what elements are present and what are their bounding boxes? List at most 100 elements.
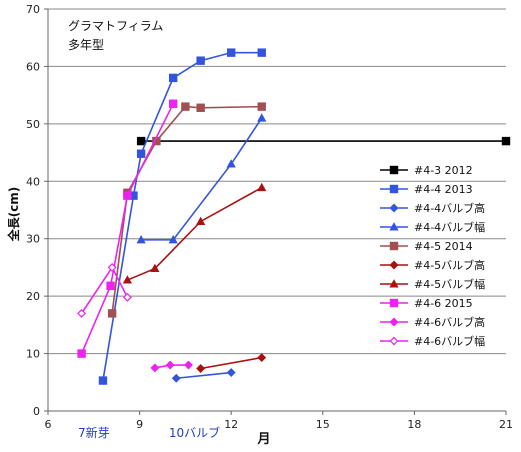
y-axis-label: 全長(cm) bbox=[6, 187, 21, 243]
legend: #4-3 2012 #4-4 2013 #4-4バルブ高 #4-4バルブ幅 #4-5 2… bbox=[380, 164, 485, 348]
series-7-point bbox=[150, 263, 160, 273]
x-tick-label: 12 bbox=[224, 418, 238, 431]
legend-item: #4-3 2012 bbox=[380, 164, 473, 177]
series-10-point bbox=[77, 308, 87, 318]
legend-label: #4-6バルブ幅 bbox=[414, 334, 485, 348]
x-tick-label: 18 bbox=[407, 418, 421, 431]
series-2-point bbox=[257, 48, 266, 57]
legend-item: #4-4バルブ幅 bbox=[380, 220, 485, 234]
tick-labels: 0 10 20 30 40 50 60 70 6 9 12 15 18 21 bbox=[26, 3, 513, 431]
legend-item: #4-6バルブ幅 bbox=[380, 334, 485, 348]
y-tick-label: 30 bbox=[26, 233, 40, 246]
chart-title-line-1: グラマトフィラム bbox=[68, 19, 163, 33]
x-tick-label: 21 bbox=[499, 418, 513, 431]
series-9 bbox=[150, 360, 193, 373]
y-tick-label: 10 bbox=[26, 348, 40, 361]
series-2-point bbox=[196, 56, 205, 65]
series-6-line bbox=[200, 356, 262, 370]
legend-swatch-marker bbox=[389, 184, 399, 194]
series-5-point bbox=[257, 102, 266, 111]
x-tick-label: 15 bbox=[316, 418, 330, 431]
series-2-point bbox=[168, 73, 178, 83]
series-5-line bbox=[111, 105, 262, 314]
x-axis-label: 月 bbox=[256, 432, 270, 447]
legend-label: #4-3 2012 bbox=[414, 164, 473, 177]
series-8-line bbox=[80, 103, 174, 354]
legend-swatch-marker bbox=[389, 317, 399, 327]
legend-item: #4-4 2013 bbox=[380, 183, 473, 196]
legend-label: #4-5バルブ高 bbox=[414, 258, 485, 272]
plot-area bbox=[77, 48, 511, 385]
series-10-point bbox=[122, 292, 132, 302]
series-6 bbox=[196, 353, 267, 373]
legend-item: #4-5 2014 bbox=[380, 240, 473, 253]
series-3-point bbox=[226, 368, 236, 377]
series-1 bbox=[136, 136, 511, 146]
y-tick-label: 60 bbox=[26, 60, 40, 73]
legend-label: #4-5バルブ幅 bbox=[414, 277, 485, 291]
legend-label: #4-5 2014 bbox=[414, 240, 473, 253]
legend-label: #4-4バルブ幅 bbox=[414, 220, 485, 234]
series-6-point bbox=[196, 364, 206, 373]
legend-item: #4-5バルブ高 bbox=[380, 258, 485, 272]
legend-label: #4-4バルブ高 bbox=[414, 201, 485, 215]
legend-swatch-marker bbox=[389, 298, 399, 308]
series-9-point bbox=[165, 360, 175, 370]
legend-swatch-marker bbox=[389, 222, 399, 231]
series-7-point bbox=[257, 182, 267, 192]
legend-swatch-marker bbox=[389, 203, 399, 213]
x-tick-label: 6 bbox=[45, 418, 52, 431]
annotation-new-shoot: 7新芽 bbox=[78, 425, 110, 440]
series-7 bbox=[122, 182, 267, 284]
y-tick-label: 20 bbox=[26, 290, 40, 303]
series-5-point bbox=[107, 309, 117, 318]
legend-swatch-marker bbox=[389, 336, 399, 346]
y-tick-label: 40 bbox=[26, 175, 40, 188]
series-4-point bbox=[226, 159, 236, 168]
series-1-point bbox=[501, 136, 511, 146]
series-3 bbox=[171, 368, 236, 383]
series-2-point bbox=[136, 149, 146, 158]
series-2-point bbox=[98, 376, 108, 385]
annotation-bulb: 10バルブ bbox=[169, 425, 220, 440]
series-2 bbox=[98, 48, 266, 385]
series-8-point bbox=[77, 349, 86, 358]
series-7-point bbox=[122, 275, 133, 284]
legend-item: #4-6バルブ高 bbox=[380, 315, 485, 329]
y-tick-label: 50 bbox=[26, 118, 40, 131]
axes bbox=[44, 8, 507, 415]
legend-item: #4-5バルブ幅 bbox=[380, 277, 485, 291]
series-8-point bbox=[123, 191, 132, 200]
series-2-point bbox=[227, 48, 236, 57]
series-3-point bbox=[171, 373, 181, 383]
y-tick-label: 70 bbox=[26, 3, 40, 16]
series-10 bbox=[77, 262, 132, 318]
series-8-point bbox=[168, 99, 178, 108]
x-tick-label: 9 bbox=[136, 418, 143, 431]
series-4-point bbox=[136, 235, 146, 244]
series-1-point bbox=[136, 136, 146, 146]
chart-title-line-2: 多年型 bbox=[68, 38, 104, 52]
legend-label: #4-6バルブ高 bbox=[414, 315, 485, 329]
series-4-line bbox=[141, 117, 263, 241]
series-2-line bbox=[102, 51, 262, 381]
legend-label: #4-6 2015 bbox=[414, 297, 473, 310]
legend-item: #4-6 2015 bbox=[380, 297, 473, 310]
y-tick-label: 0 bbox=[33, 405, 40, 418]
series-5-point bbox=[196, 103, 205, 112]
series-8 bbox=[77, 99, 178, 358]
legend-swatch-marker bbox=[389, 260, 399, 270]
series-4-point bbox=[168, 235, 178, 244]
series-7-point bbox=[196, 216, 206, 225]
series-5 bbox=[107, 102, 266, 318]
series-5-point bbox=[181, 102, 190, 111]
legend-item: #4-4バルブ高 bbox=[380, 201, 485, 215]
legend-label: #4-4 2013 bbox=[414, 183, 473, 196]
series-3-line bbox=[176, 371, 232, 380]
series-8-point bbox=[106, 281, 115, 291]
series-10-point bbox=[107, 262, 117, 272]
legend-swatch-marker bbox=[389, 279, 399, 288]
series-7-line bbox=[127, 186, 263, 281]
legend-swatch-marker bbox=[389, 241, 399, 251]
